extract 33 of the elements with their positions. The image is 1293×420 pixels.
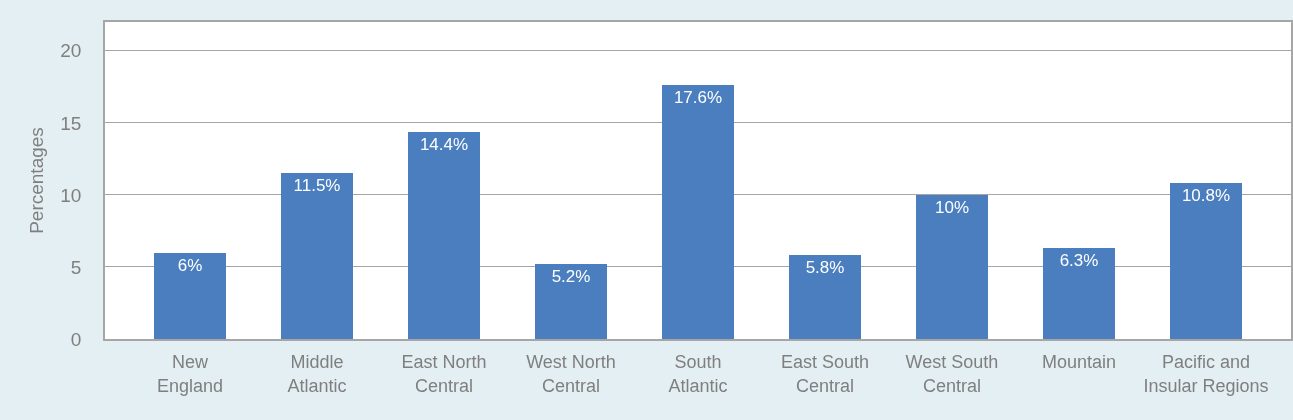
- bar: [662, 85, 734, 339]
- bar: [281, 173, 353, 339]
- bar: [1043, 248, 1115, 339]
- y-tick-label: 5: [70, 256, 82, 278]
- x-tick-label: East North Central: [401, 352, 487, 396]
- x-tick-label: West North Central: [526, 352, 616, 396]
- x-tick-label: Mountain: [1041, 352, 1116, 373]
- x-tick-label: Middle Atlantic: [287, 352, 347, 396]
- data-label: 6.3%: [1059, 251, 1099, 270]
- data-label: 5.2%: [551, 267, 591, 286]
- data-label: 10.8%: [1181, 186, 1231, 205]
- y-axis-title: Percentages: [25, 127, 47, 234]
- data-label: 5.8%: [805, 258, 845, 277]
- x-tick-label: West South Central: [905, 352, 999, 396]
- x-tick-label: East South Central: [780, 352, 870, 396]
- bar: [408, 132, 480, 339]
- bar: [154, 253, 226, 339]
- y-tick-label: 20: [60, 40, 82, 62]
- x-tick-label: Pacific and Insular Regions: [1143, 352, 1269, 396]
- y-tick-label: 0: [70, 328, 82, 350]
- bar: [916, 195, 988, 339]
- y-tick-label: 10: [60, 184, 82, 206]
- data-label: 6%: [177, 256, 203, 275]
- bar: [1170, 183, 1242, 339]
- data-label: 14.4%: [419, 135, 469, 154]
- data-label: 10%: [934, 198, 970, 217]
- bar: [535, 264, 607, 339]
- x-tick-label: South Atlantic: [668, 352, 728, 396]
- data-label: 17.6%: [673, 88, 723, 107]
- bar: [789, 255, 861, 339]
- y-tick-label: 15: [60, 112, 82, 134]
- x-tick-label: New England: [157, 352, 224, 396]
- data-label: 11.5%: [293, 176, 341, 195]
